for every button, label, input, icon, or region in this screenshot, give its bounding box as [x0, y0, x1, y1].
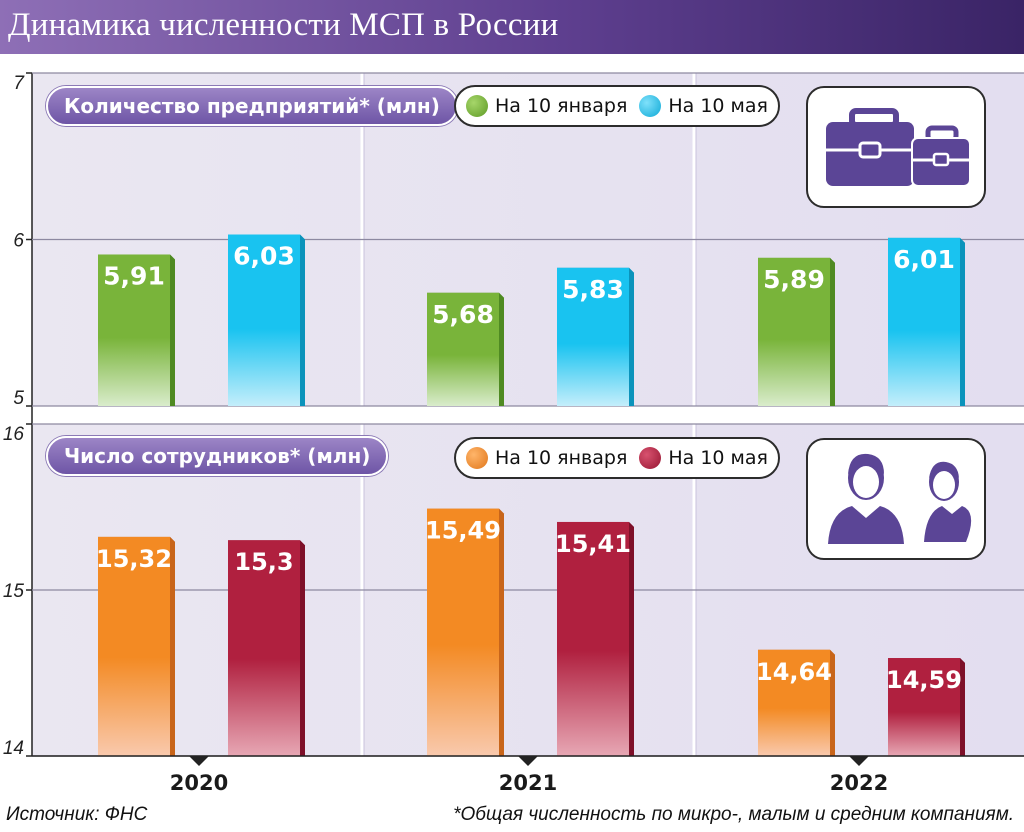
header-banner: Динамика численности МСП в России: [0, 0, 1024, 54]
bar-2020-january: [98, 254, 170, 406]
legend-item-may: На 10 мая: [639, 447, 768, 469]
legend-employees: На 10 января На 10 мая: [454, 437, 780, 479]
people-icon: [828, 453, 972, 544]
data-label: 5,68: [432, 300, 494, 329]
bar-side: [170, 254, 175, 406]
chart-bars: 5,91 5,68 5,89 6,03 5,83 6,01 15,32 15,49 14,64 1…: [96, 234, 965, 756]
bar-side: [830, 649, 835, 756]
panel-title-employees: Число сотрудников* (млн): [46, 436, 389, 476]
data-label: 15,32: [96, 545, 172, 573]
bar-side: [960, 658, 965, 756]
data-label: 6,03: [233, 242, 295, 271]
legend-dot-green: [466, 95, 488, 117]
x-tick-marker: [189, 756, 209, 766]
bar-2021-january: [427, 508, 499, 756]
data-label: 6,01: [893, 245, 955, 274]
bar-2021-may: [557, 521, 629, 756]
legend-companies: На 10 января На 10 мая: [454, 85, 780, 127]
bar-side: [960, 237, 965, 406]
source-note: Источник: ФНС: [6, 804, 148, 825]
legend-item-january: На 10 января: [466, 447, 627, 469]
legend-item-january: На 10 января: [466, 95, 627, 117]
legend-label: На 10 мая: [668, 447, 768, 469]
bar-2020-january: [98, 536, 170, 756]
x-tick-marker: [518, 756, 538, 766]
y-tick-label: 5: [13, 388, 24, 409]
data-label: 14,64: [756, 658, 832, 686]
bar-2022-may: [888, 658, 960, 756]
legend-label: На 10 мая: [668, 95, 768, 117]
bar-side: [300, 540, 305, 756]
x-tick-label: 2021: [499, 771, 557, 795]
panel-title-companies: Количество предприятий* (млн): [46, 86, 458, 126]
icon-box-people: [806, 438, 986, 560]
data-label: 5,89: [763, 265, 825, 294]
data-label: 15,41: [555, 530, 631, 558]
legend-item-may: На 10 мая: [639, 95, 768, 117]
icon-box-briefcase: [806, 86, 986, 208]
bar-side: [170, 536, 175, 756]
chart-title: Динамика численности МСП в России: [8, 7, 559, 43]
briefcase-icon: [826, 108, 971, 187]
data-label: 5,83: [562, 275, 624, 304]
bar-side: [300, 234, 305, 406]
legend-dot-cyan: [639, 95, 662, 117]
bar-side: [499, 292, 504, 406]
bar-side: [499, 508, 504, 756]
bar-side: [629, 521, 634, 756]
bar-2021-may: [557, 267, 629, 406]
legend-dot-crimson: [639, 447, 662, 469]
x-tick-marker: [849, 756, 869, 766]
bar-side: [830, 257, 835, 406]
bar-2020-may: [228, 540, 300, 756]
y-tick-label: 6: [13, 231, 24, 252]
legend-dot-orange: [466, 447, 488, 469]
data-label: 5,91: [103, 261, 165, 290]
bar-2021-january: [427, 292, 499, 406]
bar-2022-january: [758, 257, 830, 406]
bar-2020-may: [228, 234, 300, 406]
y-tick-label: 7: [13, 73, 25, 94]
data-label: 15,49: [425, 517, 501, 545]
y-tick-label: 16: [3, 424, 25, 445]
legend-label: На 10 января: [495, 95, 628, 117]
x-tick-label: 2020: [170, 771, 228, 795]
bar-2022-january: [758, 649, 830, 756]
footnote: *Общая численность по микро-, малым и ср…: [453, 804, 1014, 825]
y-tick-label: 14: [3, 738, 24, 759]
bar-2022-may: [888, 237, 960, 406]
legend-label: На 10 января: [495, 447, 628, 469]
x-axis: 2020 2021 2022: [32, 755, 1024, 795]
data-label: 14,59: [886, 666, 962, 694]
x-tick-label: 2022: [830, 771, 888, 795]
y-tick-label: 15: [3, 581, 25, 602]
bar-side: [629, 267, 634, 406]
data-label: 15,3: [234, 548, 293, 576]
